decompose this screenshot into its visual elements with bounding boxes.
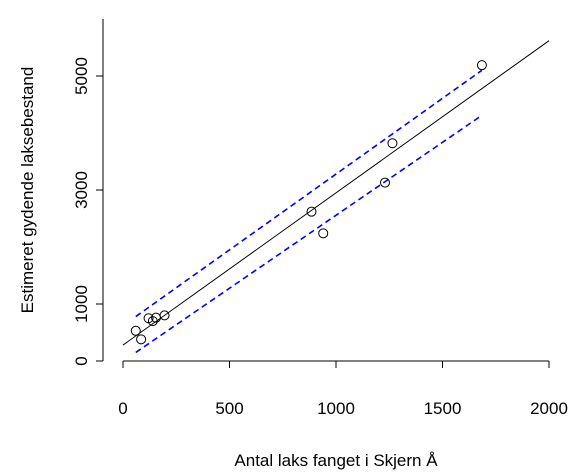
- x-ticks: 0 500 1000 1500 2000: [118, 361, 568, 418]
- x-tick-label: 0: [118, 399, 127, 418]
- data-point: [306, 206, 317, 217]
- axes: [102, 19, 549, 362]
- data-point: [387, 138, 398, 149]
- x-tick-label: 2000: [530, 399, 568, 418]
- y-tick-label: 0: [72, 356, 91, 365]
- confidence-band-upper: [135, 69, 483, 318]
- data-point: [318, 228, 329, 239]
- y-tick-label: 1000: [72, 285, 91, 323]
- x-axis-title: Antal laks fanget i Skjern Å: [234, 451, 438, 470]
- data-point: [136, 334, 147, 345]
- data-point: [379, 177, 390, 188]
- y-tick-label: 5000: [72, 57, 91, 95]
- y-ticks: 0 1000 3000 5000: [72, 57, 103, 366]
- series-layer: [122, 40, 550, 354]
- points-layer: [130, 60, 487, 345]
- y-tick-label: 3000: [72, 171, 91, 209]
- x-tick-label: 1500: [424, 399, 462, 418]
- regression-line: [122, 40, 550, 346]
- data-point: [476, 60, 487, 71]
- data-point: [159, 310, 170, 321]
- data-point: [130, 325, 141, 336]
- x-tick-label: 1000: [317, 399, 355, 418]
- confidence-band-lower: [135, 114, 483, 354]
- data-point: [147, 316, 158, 327]
- y-axis-title: Estimeret gydende laksebestand: [18, 67, 37, 314]
- x-tick-label: 500: [215, 399, 243, 418]
